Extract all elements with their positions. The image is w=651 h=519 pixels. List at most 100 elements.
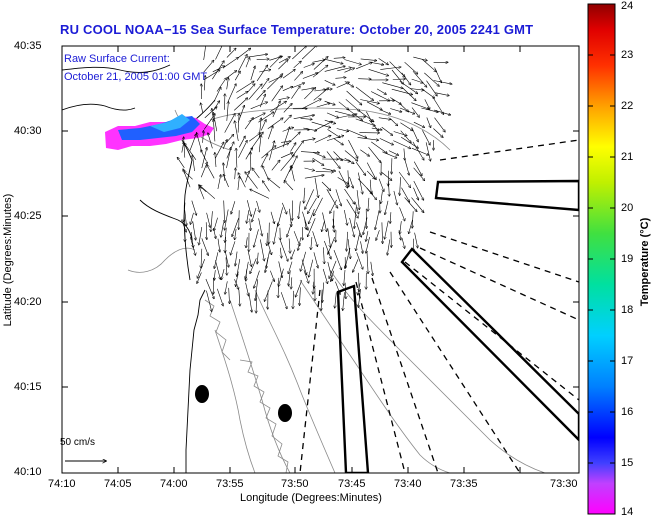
radar-box-south [336, 284, 370, 473]
current-vector [282, 127, 290, 148]
current-vector [324, 119, 336, 123]
contour-line [229, 299, 291, 473]
current-vector [366, 231, 369, 241]
current-vector [280, 155, 295, 171]
current-vector [250, 132, 263, 150]
current-vector [239, 210, 240, 229]
current-vector [201, 148, 207, 169]
current-vector [282, 87, 293, 91]
current-vector [223, 163, 226, 181]
current-vector [290, 143, 296, 152]
current-vector [345, 99, 360, 111]
current-vector [282, 202, 286, 214]
current-vector [230, 241, 236, 255]
current-vector [356, 222, 361, 237]
scale-label: 50 cm/s [60, 437, 96, 448]
current-vector [312, 60, 325, 63]
current-vector [336, 82, 350, 88]
current-vector [201, 84, 202, 100]
current-vector [302, 211, 308, 230]
current-vector [426, 117, 431, 128]
current-vector [224, 114, 235, 133]
current-vector [208, 133, 213, 149]
y-tick-label: 40:25 [14, 210, 42, 222]
current-vector [184, 143, 197, 160]
coastline-sandy-hook [174, 129, 193, 281]
current-vector [291, 249, 296, 260]
current-vector [368, 146, 381, 162]
current-vector [204, 76, 205, 91]
current-vector [236, 148, 237, 168]
current-vector [358, 289, 361, 307]
current-vector [404, 148, 405, 161]
current-vector [283, 104, 292, 113]
sst-patch [105, 114, 214, 150]
current-vector [177, 157, 185, 168]
current-vector [270, 211, 274, 224]
current-vector [413, 180, 424, 200]
current-vector [399, 107, 415, 114]
current-vector [293, 290, 294, 309]
current-vector [248, 113, 266, 122]
current-vector [268, 178, 281, 189]
current-vector [388, 180, 389, 196]
current-vector [199, 187, 205, 200]
current-vector [280, 240, 288, 262]
current-vector [366, 101, 382, 110]
y-tick-label: 40:15 [14, 381, 42, 393]
current-vector [282, 69, 295, 79]
current-vector [356, 190, 359, 210]
x-tick-marks [61, 46, 521, 473]
current-vector [250, 258, 257, 273]
current-vector [316, 103, 330, 108]
current-vector [358, 172, 362, 194]
current-vector [231, 201, 236, 214]
colorbar-tick-label: 20 [621, 202, 634, 214]
current-vector [356, 231, 361, 251]
current-vector [389, 61, 405, 77]
current-vector [434, 67, 442, 83]
current-vector [347, 231, 348, 251]
current-vector [214, 252, 219, 268]
current-vector [328, 236, 335, 254]
current-vector [302, 99, 321, 109]
current-vector [247, 84, 255, 93]
current-vector [338, 101, 349, 110]
current-vector [282, 127, 294, 132]
current-vector [267, 242, 272, 255]
current-vector [355, 161, 366, 175]
current-vector [400, 122, 412, 131]
current-vector [421, 107, 438, 112]
fan-line [419, 247, 579, 321]
current-vector [326, 151, 340, 168]
current-vector [256, 59, 269, 60]
current-vector [291, 166, 295, 182]
current-vector [360, 58, 377, 61]
current-vector [206, 212, 211, 228]
current-vector [315, 171, 334, 172]
current-vector [280, 292, 287, 309]
current-vector [356, 252, 363, 269]
current-vector [228, 84, 236, 102]
x-tick-label: 74:05 [104, 478, 132, 490]
colorbar-tick-label: 21 [621, 151, 634, 163]
current-vector [321, 289, 322, 311]
current-vector [366, 236, 370, 253]
current-vector [391, 69, 403, 84]
radar-box-southeast [400, 247, 579, 442]
current-vector [304, 167, 315, 171]
current-vector [301, 259, 307, 275]
current-vector [247, 210, 250, 223]
current-vector [402, 87, 416, 101]
current-vector [233, 98, 247, 111]
current-vector [346, 199, 359, 218]
current-vector [190, 231, 193, 248]
fan-line [429, 231, 579, 283]
current-vector [363, 217, 368, 235]
current-vector [248, 292, 252, 312]
current-vector [258, 135, 261, 153]
current-vector [264, 281, 273, 301]
current-vector [255, 279, 259, 300]
current-vector [393, 140, 410, 149]
current-vector [260, 239, 264, 260]
